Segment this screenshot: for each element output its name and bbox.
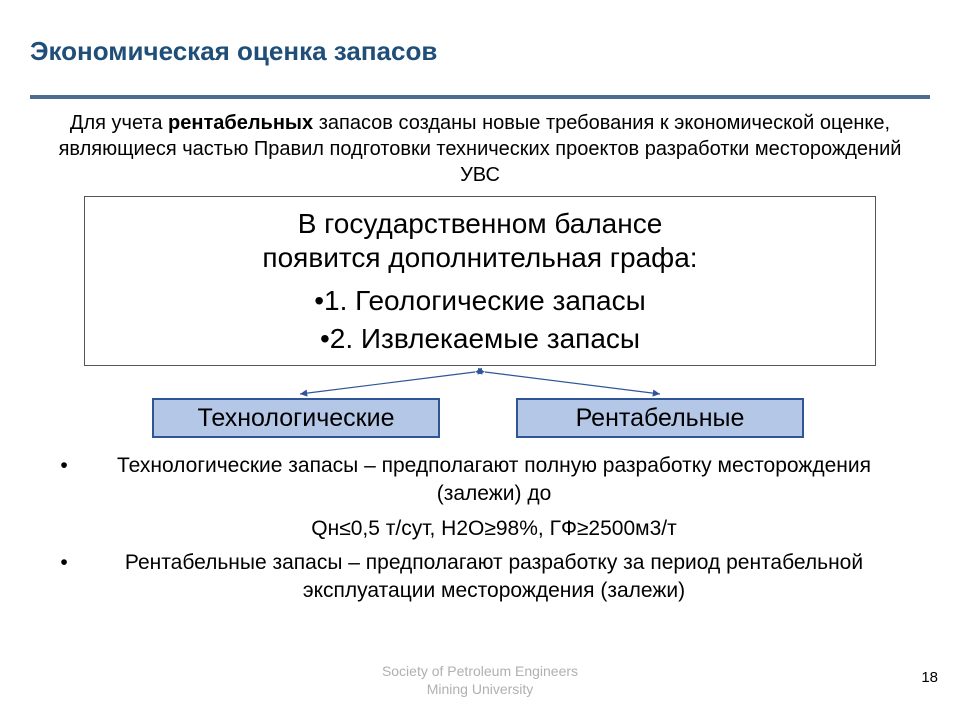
slide: Экономическая оценка запасов Для учета р… xyxy=(0,0,960,720)
main-box-heading-line1: В государственном балансе xyxy=(298,208,663,239)
title-divider xyxy=(30,95,930,99)
note-row-1: • Технологические запасы – предполагают … xyxy=(50,452,910,509)
main-box: В государственном балансе появится допол… xyxy=(84,196,876,366)
main-box-item-1-text: 1. Геологические запасы xyxy=(324,285,646,316)
note-text-3: Рентабельные запасы – предполагают разра… xyxy=(78,549,910,606)
note-text-1: Технологические запасы – предполагают по… xyxy=(78,452,910,509)
note-row-3: • Рентабельные запасы – предполагают раз… xyxy=(50,549,910,606)
main-box-item-2-text: 2. Извлекаемые запасы xyxy=(330,323,640,354)
note-row-2: Qн≤0,5 т/сут, H2O≥98%, ГФ≥2500м3/т xyxy=(50,515,910,543)
note-text-2: Qн≤0,5 т/сут, H2O≥98%, ГФ≥2500м3/т xyxy=(78,515,910,543)
intro-bold: рентабельных xyxy=(168,112,313,134)
main-box-heading-line2: появится дополнительная графа: xyxy=(262,242,697,273)
footer: Society of Petroleum Engineers Mining Un… xyxy=(0,663,960,698)
sub-box-profitable: Рентабельные xyxy=(516,398,804,438)
page-number: 18 xyxy=(921,669,938,686)
footer-line1: Society of Petroleum Engineers xyxy=(382,663,578,679)
main-box-item-2: •2. Извлекаемые запасы xyxy=(85,320,875,358)
intro-paragraph: Для учета рентабельных запасов созданы н… xyxy=(40,110,920,188)
intro-prefix: Для учета xyxy=(70,112,168,134)
footer-line2: Mining University xyxy=(427,681,534,697)
slide-title: Экономическая оценка запасов xyxy=(30,36,437,67)
bullet-dot: • xyxy=(50,452,78,509)
connector-left-line xyxy=(300,372,475,394)
main-box-heading: В государственном балансе появится допол… xyxy=(85,207,875,274)
main-box-item-1: •1. Геологические запасы xyxy=(85,282,875,320)
notes: • Технологические запасы – предполагают … xyxy=(50,452,910,612)
sub-box-technological: Технологические xyxy=(152,398,440,438)
connector-right-line xyxy=(485,372,660,394)
bullet-dot: • xyxy=(50,549,78,606)
